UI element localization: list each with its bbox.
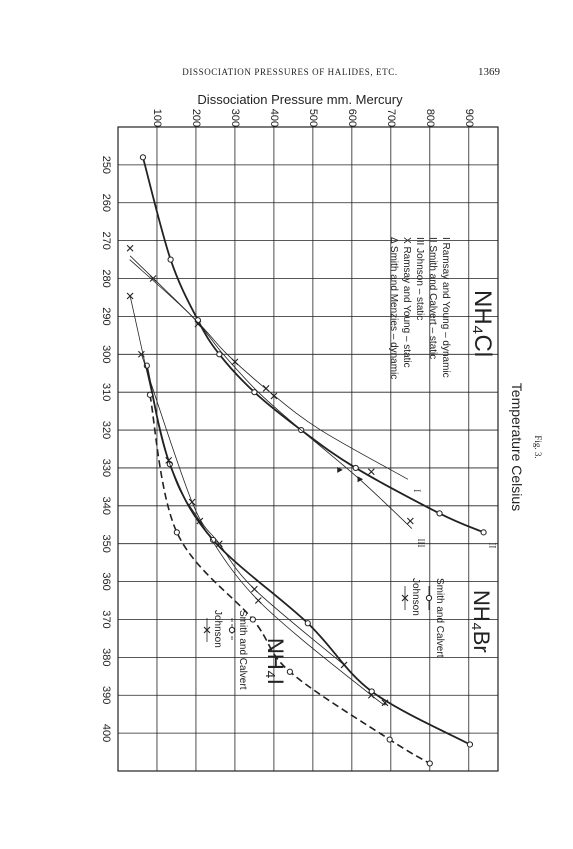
group-label: NH₄Cl	[469, 290, 496, 357]
marker-circle	[386, 736, 393, 743]
y-tick-label: 300	[229, 109, 241, 127]
x-axis-title: Temperature Celsius	[509, 383, 525, 511]
marker-cross	[406, 517, 414, 525]
marker-circle	[436, 510, 443, 517]
y-tick-label: 400	[268, 109, 280, 127]
legend-label: Johnson	[410, 578, 421, 616]
legend-label: Johnson	[212, 610, 223, 648]
marker-cross	[270, 392, 278, 400]
marker-cross	[215, 540, 223, 548]
marker-cross	[340, 661, 348, 669]
marker-cross	[367, 468, 375, 476]
x-tick-label: 370	[100, 610, 112, 628]
marker-circle	[251, 389, 258, 396]
curve	[129, 259, 413, 529]
marker-circle	[304, 620, 311, 627]
marker-cross	[126, 292, 134, 300]
legend-label: II Smith and Calvert – static	[427, 237, 438, 359]
x-tick-label: 290	[100, 307, 112, 325]
legend-marker	[203, 626, 211, 634]
group-label: NH₄Br	[469, 590, 494, 653]
marker-cross	[231, 358, 239, 366]
plot-frame	[117, 126, 499, 772]
marker-circle	[139, 154, 147, 161]
y-tick-label: 600	[346, 109, 358, 127]
marker-circle	[167, 256, 174, 263]
legend-label: Δ Smith and Menzies – dynamic	[388, 237, 399, 379]
x-tick-label: 340	[100, 497, 112, 515]
x-tick-label: 360	[100, 572, 112, 590]
x-tick-label: 270	[100, 231, 112, 249]
legend-marker	[228, 626, 236, 634]
caption: Fig. 3.	[533, 435, 543, 458]
y-tick-label: 900	[463, 109, 475, 127]
marker-circle	[173, 529, 180, 536]
x-tick-label: 330	[100, 459, 112, 477]
legend-label: Smith and Calvert	[434, 578, 445, 658]
x-tick-label: 380	[100, 648, 112, 666]
marker-triangle	[357, 476, 364, 483]
marker-cross	[251, 585, 258, 593]
marker-cross	[126, 244, 134, 252]
marker-cross	[149, 275, 157, 282]
marker-cross	[367, 691, 375, 699]
legend-label: X Ramsay and Young – static	[401, 237, 412, 368]
marker-circle	[286, 668, 293, 675]
legend-label: I Ramsay and Young – dynamic	[440, 237, 451, 378]
x-tick-label: 280	[100, 269, 112, 287]
x-tick-label: 310	[100, 383, 112, 401]
marker-cross	[254, 597, 262, 604]
x-tick-label: 260	[100, 194, 112, 212]
curve-label: III	[416, 539, 426, 548]
marker-circle	[480, 529, 487, 536]
curve-label: II	[488, 542, 498, 548]
legend-label: III Johnson – static	[414, 237, 425, 320]
marker-cross	[381, 699, 389, 707]
y-tick-label: 200	[190, 109, 202, 127]
marker-circle	[352, 464, 359, 472]
marker-cross	[194, 320, 202, 328]
marker-cross	[137, 350, 145, 358]
x-tick-label: 250	[100, 156, 112, 174]
marker-triangle	[337, 466, 343, 473]
x-tick-label: 320	[100, 421, 112, 439]
y-tick-label: 800	[424, 109, 436, 127]
legend-label: Smith and Calvert	[237, 610, 248, 690]
marker-cross	[262, 384, 270, 392]
y-tick-label: 500	[307, 109, 319, 127]
y-axis-title: Dissociation Pressure mm. Mercury	[197, 92, 403, 107]
marker-circle	[368, 688, 375, 695]
y-tick-label: 100	[151, 109, 163, 127]
x-tick-label: 400	[100, 724, 112, 742]
marker-circle	[249, 616, 256, 623]
curve	[145, 365, 471, 746]
x-tick-label: 300	[100, 345, 112, 363]
x-tick-label: 390	[100, 686, 112, 704]
marker-circle	[426, 760, 433, 767]
page-number: 1369	[478, 66, 501, 78]
marker-cross	[188, 498, 196, 506]
y-tick-label: 700	[385, 109, 397, 127]
legend-marker	[425, 594, 433, 602]
curve-label: I	[412, 489, 422, 492]
marker-circle	[216, 351, 223, 358]
marker-circle	[146, 391, 154, 398]
curve	[129, 295, 386, 706]
marker-cross	[165, 456, 173, 464]
running-head: DISSOCIATION PRESSURES OF HALIDES, ETC.	[182, 67, 397, 77]
group-label: NH₄I	[263, 638, 288, 685]
legend-marker	[401, 594, 409, 602]
x-tick-label: 350	[100, 535, 112, 553]
marker-circle	[466, 741, 474, 748]
curve	[149, 394, 431, 765]
